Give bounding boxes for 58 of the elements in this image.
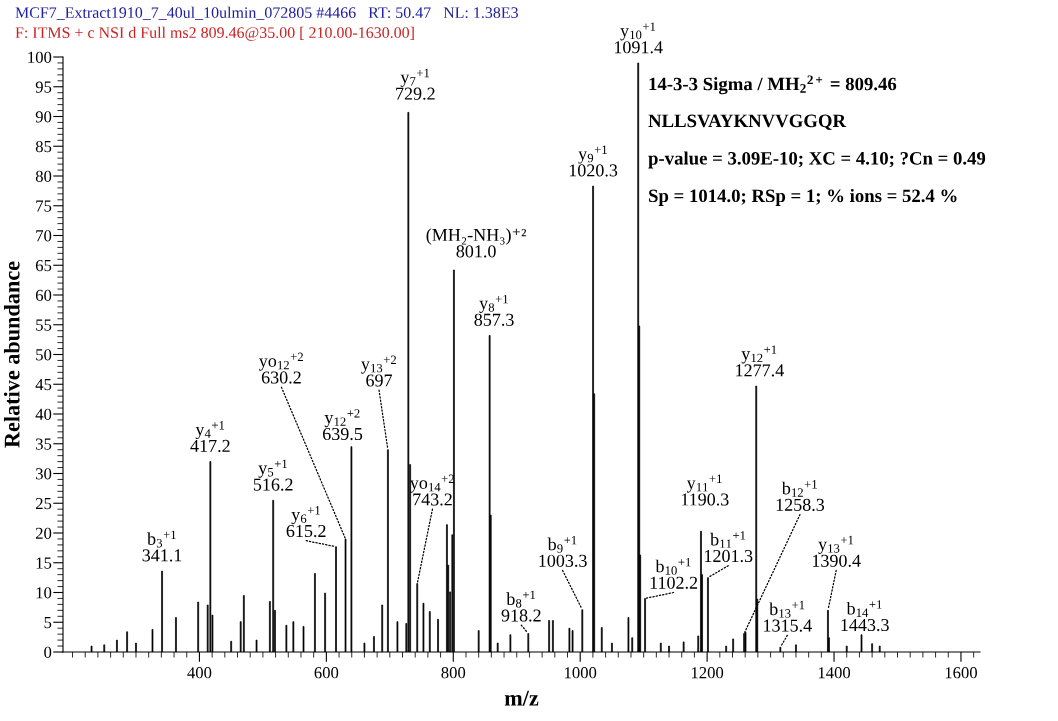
annotation: y$_{13}$$^{+1}$ 1390.4	[812, 535, 861, 567]
annotation: b$_{12}$$^{+1}$ 1258.3	[776, 480, 825, 511]
annotation: b$_{11}$$^{+1}$ 1201.3	[705, 531, 753, 563]
annotation: y$_{7}$$^{+1}$ 729.2	[396, 68, 435, 100]
annotation: y$_{6}$$^{+1}$ 615.2	[286, 506, 326, 538]
y-tick-label: 55	[36, 319, 52, 331]
annotation: yo$_{12}$$^{+2}$ 630.2	[258, 352, 303, 384]
y-tick-label: 90	[35, 111, 52, 123]
x-axis-title: m/z	[504, 690, 539, 706]
y-tick-label: 25	[35, 498, 52, 510]
y-tick-label: 95	[35, 81, 52, 93]
annotation: p-value = 3.09E-10; XC = 4.10; ?Cn = 0.49	[648, 151, 986, 169]
y-tick-label: 30	[36, 468, 52, 480]
x-tick-label: 1200	[691, 667, 724, 679]
annotation: y$_{9}$$^{+1}$ 1020.3	[569, 145, 618, 177]
annotation: y$_{4}$$^{+1}$ 417.2	[190, 421, 230, 453]
x-tick-label: 800	[441, 667, 466, 679]
y-axis-title: Relative abundance	[3, 261, 20, 448]
annotation: y$_{11}$$^{+1}$ 1190.3	[681, 474, 729, 506]
y-tick-label: 5	[44, 617, 52, 629]
annotation: b$_{9}$$^{+1}$ 1003.3	[539, 536, 587, 567]
annotation: b$_{13}$$^{+1}$ 1315.4	[764, 600, 812, 632]
y-tick-label: 45	[35, 379, 52, 391]
annotation: (MH₂-NH₃)⁺² 801.0	[426, 228, 527, 258]
y-tick-label: 70	[36, 230, 52, 242]
annotation: b$_{14}$$^{+1}$ 1443.3	[841, 600, 889, 632]
text: F: ITMS + c NSI d Full ms2 809.46@35.00 [ 210.00-1630.00]	[15, 26, 414, 41]
y-tick-label: 65	[35, 260, 52, 272]
annotation: y$_{8}$$^{+1}$ 857.3	[474, 294, 514, 326]
y-tick-label: 100	[28, 51, 52, 63]
annotation: y$_{12}$$^{+2}$ 639.5	[323, 409, 363, 441]
annotation: y$_{12}$$^{+1}$ 1277.4	[736, 345, 784, 377]
y-tick-label: 20	[35, 527, 52, 539]
annotation: y$_{10}$$^{+1}$ 1091.4	[614, 22, 663, 54]
y-tick-label: 40	[35, 408, 52, 420]
annotation: b$_{10}$$^{+1}$ 1102.2	[650, 558, 698, 589]
y-tick-label: 0	[44, 646, 52, 658]
annotation: y$_{5}$$^{+1}$ 516.2	[253, 459, 293, 491]
y-tick-label: 75	[36, 200, 52, 212]
y-tick-label: 60	[35, 289, 52, 301]
y-tick-label: 85	[35, 140, 52, 153]
y-tick-label: 35	[36, 438, 52, 450]
x-tick-label: 600	[314, 667, 339, 679]
text: MCF7_Extract1910_7_40ul_10ulmin_072805 #4466 RT: 50.47 NL: 1.38E3	[15, 6, 518, 20]
annotation: b$_{8}$$^{+1}$ 918.2	[501, 590, 541, 622]
annotation: Sp = 1014.0; RSp = 1; % ions = 52.4 %	[649, 188, 957, 206]
x-tick-label: 1000	[565, 667, 597, 679]
y-tick-label: 50	[36, 349, 52, 361]
x-tick-label: 1600	[945, 667, 977, 679]
y-tick-label: 80	[35, 170, 52, 182]
x-tick-label: 1400	[818, 667, 851, 679]
x-tick-label: 400	[187, 667, 212, 679]
annotation: b$_{3}$$^{+1}$ 341.1	[142, 530, 182, 562]
annotation: NLLSVAYKNVVGGQR	[648, 114, 847, 130]
annotation: 14-3-3 Sigma / MH$_{2}$$^{2+}$ = 809.46	[649, 75, 897, 95]
y-tick-label: 15	[36, 557, 52, 569]
y-tick-label: 10	[36, 587, 52, 599]
annotation: y$_{13}$$^{+2}$ 697	[361, 355, 397, 387]
